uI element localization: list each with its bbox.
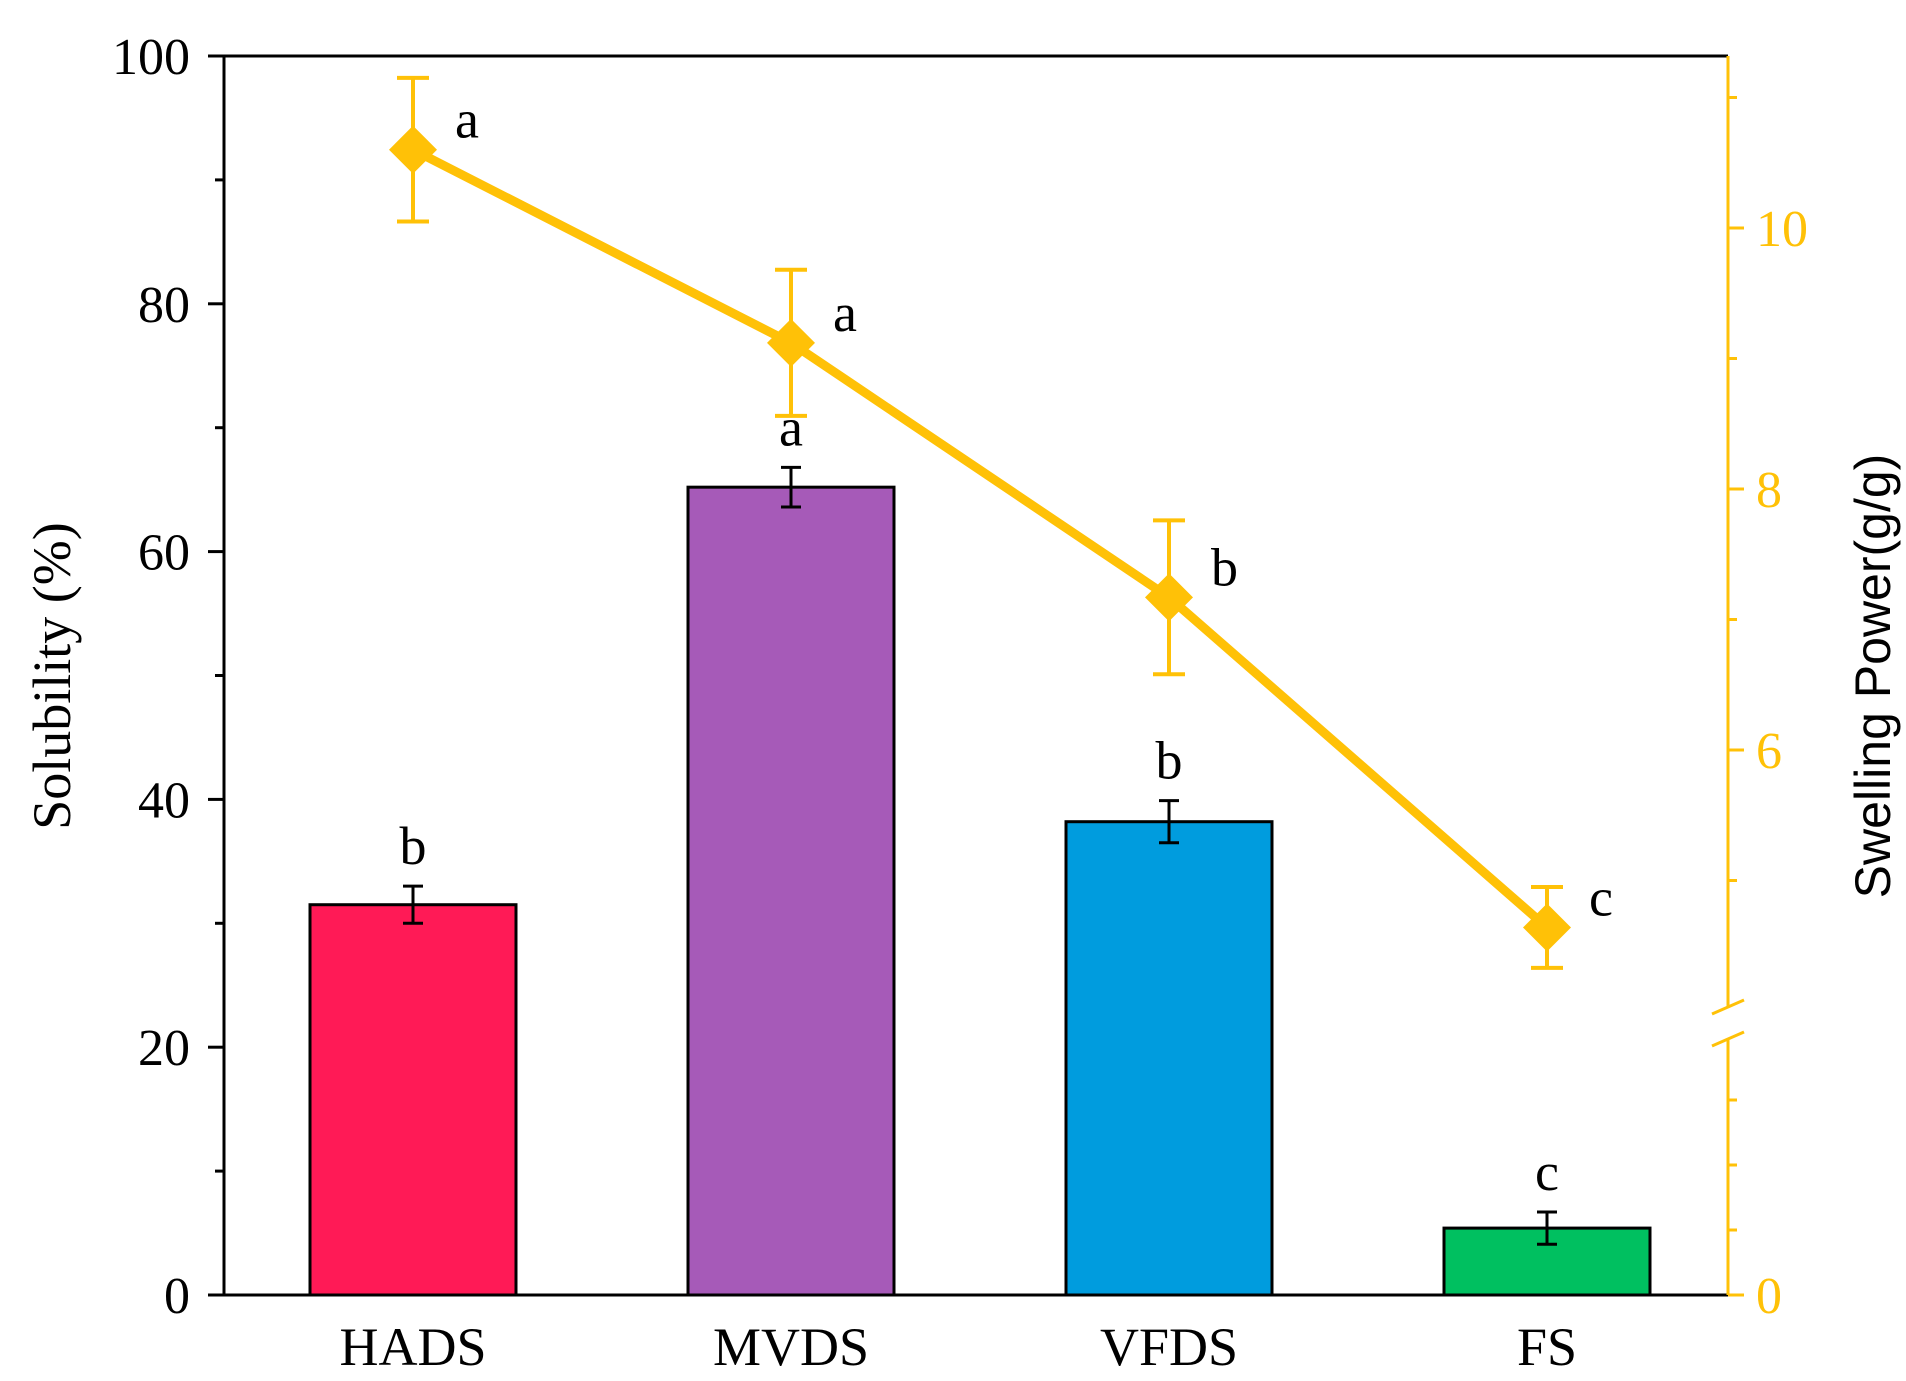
- bar-hads: [308, 903, 518, 1297]
- bar-significance-label: b: [1156, 731, 1183, 791]
- axis-break-mark-top: [1711, 998, 1745, 1016]
- category-label-vfds: VFDS: [1100, 1317, 1238, 1377]
- left-axis-title: Solubility (%): [22, 522, 82, 830]
- left-axis-ticks: 0 20 40 60 80 100: [112, 29, 224, 1325]
- right-tick-label: 10: [1756, 201, 1808, 258]
- left-tick-label: 60: [138, 525, 190, 582]
- line-significance-label: a: [833, 283, 857, 343]
- line-series: a a b c: [389, 75, 1613, 970]
- left-tick-label: 0: [164, 1268, 190, 1325]
- category-label-fs: FS: [1517, 1317, 1577, 1377]
- right-tick-label: 8: [1756, 462, 1782, 519]
- right-axis-ticks: 0 6 8 10: [1728, 96, 1808, 1325]
- line-significance-label: c: [1589, 867, 1613, 927]
- diamond-marker: [767, 318, 815, 367]
- swelling-power-line: [410, 145, 1550, 931]
- category-label-hads: HADS: [339, 1317, 486, 1377]
- right-axis-title: Swelling Power(g/g): [1845, 454, 1901, 899]
- right-tick-label: 0: [1756, 1268, 1782, 1325]
- left-tick-label: 40: [138, 772, 190, 829]
- category-labels: HADS MVDS VFDS FS: [339, 1317, 1577, 1377]
- diamond-marker: [1523, 903, 1571, 952]
- bar-vfds: [1064, 820, 1274, 1297]
- bar-significance-label: c: [1535, 1142, 1559, 1202]
- bar-significance-label: b: [400, 816, 427, 876]
- category-label-mvds: MVDS: [713, 1317, 869, 1377]
- left-tick-label: 100: [112, 29, 190, 86]
- line-significance-label: b: [1211, 537, 1238, 597]
- line-significance-label: a: [455, 90, 479, 150]
- left-tick-label: 80: [138, 277, 190, 334]
- diamond-marker: [389, 125, 437, 174]
- right-tick-label: 6: [1756, 723, 1782, 780]
- left-tick-label: 20: [138, 1020, 190, 1077]
- bar-mvds: [686, 485, 896, 1297]
- axis-break-mark-bottom: [1711, 1030, 1745, 1048]
- diamond-marker: [1145, 573, 1193, 622]
